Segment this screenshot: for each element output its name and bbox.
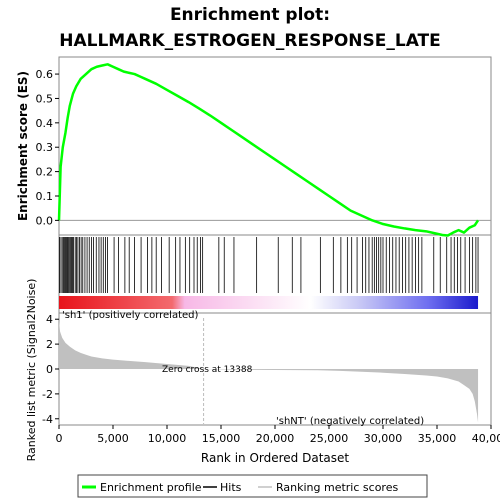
chart-title-line1: Enrichment plot: [170, 5, 330, 25]
enrichment-profile-line [57, 63, 480, 237]
x-tick-label: 35,000 [418, 432, 457, 445]
es-panel-frame [58, 56, 492, 236]
metric-y-tick-label: -4 [42, 413, 53, 426]
legend-box [77, 474, 428, 498]
es-y-tick-label: 0.0 [36, 214, 54, 227]
es-y-tick-label: 0.4 [36, 117, 54, 130]
metric-y-tick-label: -2 [42, 388, 53, 401]
es-y-tick-label: 0.6 [36, 68, 54, 81]
x-ticks: 0 5,000 10,000 15,000 20,000 25,000 30,000 35,0… [56, 425, 500, 445]
zero-cross-label: Zero cross at 13388 [162, 365, 253, 375]
metric-y-tick-label: 0 [46, 363, 53, 376]
es-y-tick-label: 0.5 [36, 92, 54, 105]
x-axis-label: Rank in Ordered Dataset [201, 451, 349, 465]
es-y-axis-label: Enrichment score (ES) [16, 71, 30, 221]
hits-marks [59, 237, 479, 293]
colorbar-gradient [59, 296, 479, 309]
x-tick-label: 10,000 [148, 432, 187, 445]
x-tick-label: 30,000 [364, 432, 403, 445]
x-tick-label: 40,000 [472, 432, 500, 445]
legend-label-enrichment: Enrichment profile [100, 481, 202, 494]
x-tick-label: 5,000 [97, 432, 129, 445]
metric-y-tick-label: 2 [46, 338, 53, 351]
x-tick-label: 20,000 [256, 432, 295, 445]
es-y-tick-label: 0.2 [36, 166, 54, 179]
positive-correlation-label: 'sh1' (positively correlated) [62, 310, 199, 321]
negative-correlation-label: 'shNT' (negatively correlated) [276, 416, 424, 427]
metric-y-tick-label: 4 [46, 313, 53, 326]
metric-series [59, 318, 479, 424]
x-tick-label: 15,000 [202, 432, 241, 445]
legend-label-hits: Hits [220, 481, 242, 494]
chart-title-line2: HALLMARK_ESTROGEN_RESPONSE_LATE [59, 31, 441, 51]
ranking-metric-area [59, 320, 479, 423]
metric-y-axis-label: Ranked list metric (Signal2Noise) [25, 279, 38, 462]
x-tick-label: 0 [56, 432, 63, 445]
rank-colorbar [59, 296, 479, 309]
es-y-ticks: 0.0 0.1 0.2 0.3 0.4 0.5 0.6 [36, 68, 59, 227]
es-y-tick-label: 0.1 [36, 190, 54, 203]
x-tick-label: 25,000 [310, 432, 349, 445]
metric-y-ticks: 4 2 0 -2 -4 [42, 313, 59, 426]
es-y-tick-label: 0.3 [36, 141, 54, 154]
es-series [57, 63, 480, 237]
legend-label-ranking: Ranking metric scores [276, 481, 398, 494]
